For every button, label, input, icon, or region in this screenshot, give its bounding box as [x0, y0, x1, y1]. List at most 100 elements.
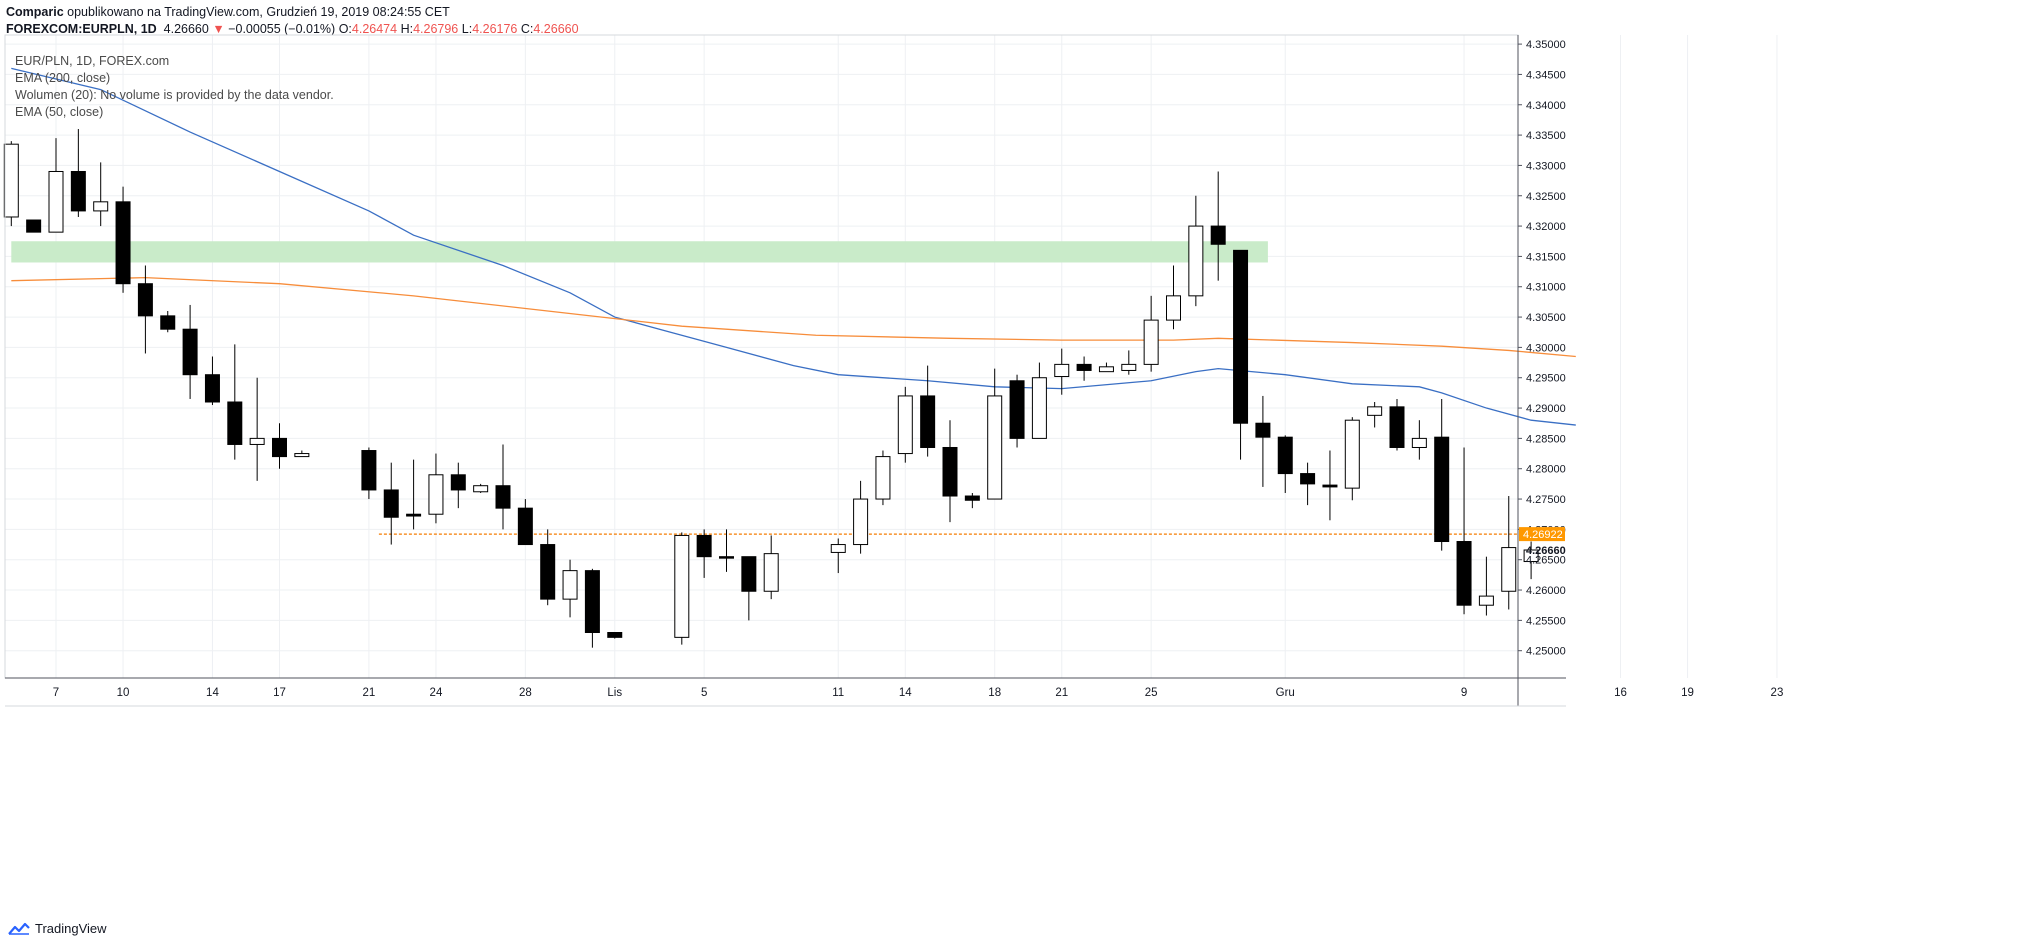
x-tick-label: 19: [1681, 687, 1694, 699]
y-tick-label: 4.29500: [1526, 373, 1566, 385]
legend-ema200[interactable]: EMA (200, close): [15, 71, 111, 85]
candle-body: [1411, 437, 1427, 448]
zone-rect: [11, 241, 1268, 263]
candle[interactable]: [584, 568, 600, 648]
candle[interactable]: [1501, 496, 1517, 610]
candle-body: [48, 170, 64, 233]
candle-body: [137, 283, 153, 317]
candle[interactable]: [3, 141, 19, 227]
candle[interactable]: [1277, 435, 1293, 493]
candle[interactable]: [1076, 356, 1092, 381]
candle[interactable]: [1210, 171, 1226, 281]
candle[interactable]: [875, 450, 891, 506]
candle[interactable]: [249, 377, 265, 481]
candle[interactable]: [830, 538, 846, 574]
candle[interactable]: [93, 162, 109, 227]
candle[interactable]: [517, 499, 533, 546]
candle[interactable]: [428, 453, 444, 524]
candle[interactable]: [1143, 295, 1159, 372]
candle[interactable]: [1188, 195, 1204, 307]
candle[interactable]: [182, 304, 198, 399]
support-resistance-zone: [11, 241, 1268, 263]
candle[interactable]: [1121, 350, 1137, 375]
candle-body: [3, 143, 19, 218]
x-tick-label: 25: [1145, 687, 1158, 699]
candle[interactable]: [26, 219, 42, 233]
candle[interactable]: [1009, 374, 1025, 448]
x-tick-label: 14: [899, 687, 912, 699]
candle[interactable]: [1367, 401, 1383, 428]
close-label: C:: [520, 22, 534, 36]
candle[interactable]: [1478, 556, 1494, 616]
candle-body: [249, 437, 265, 445]
candle[interactable]: [160, 311, 176, 333]
candle[interactable]: [942, 420, 958, 523]
candle[interactable]: [741, 556, 757, 621]
candle[interactable]: [696, 529, 712, 578]
candle-body: [696, 534, 712, 558]
candle[interactable]: [987, 368, 1003, 500]
candle[interactable]: [897, 386, 913, 463]
candle[interactable]: [406, 459, 422, 530]
candle[interactable]: [1233, 249, 1249, 460]
level-price-text: 4.26922: [1523, 529, 1563, 541]
candle[interactable]: [763, 535, 779, 600]
candle-body: [1523, 549, 1539, 563]
candle[interactable]: [1098, 362, 1114, 373]
candle[interactable]: [495, 444, 511, 530]
candle[interactable]: [1344, 417, 1360, 501]
candle[interactable]: [1054, 348, 1070, 395]
candle[interactable]: [137, 265, 153, 354]
y-tick-label: 4.31000: [1526, 282, 1566, 294]
candle[interactable]: [1411, 420, 1427, 460]
candle[interactable]: [272, 423, 287, 469]
candle[interactable]: [853, 480, 869, 554]
legend-symbol[interactable]: EUR/PLN, 1D, FOREX.com: [15, 54, 170, 68]
candle[interactable]: [1523, 541, 1539, 580]
candle[interactable]: [964, 492, 980, 509]
candle[interactable]: [450, 462, 466, 509]
candle-body: [1501, 547, 1517, 592]
author-name[interactable]: Comparic: [6, 5, 64, 19]
level-price-badge: [1519, 527, 1565, 542]
candle[interactable]: [562, 559, 578, 618]
tradingview-brand[interactable]: TradingView: [8, 921, 107, 936]
candle[interactable]: [48, 138, 64, 233]
candle[interactable]: [540, 529, 556, 606]
candle[interactable]: [294, 450, 310, 458]
candle[interactable]: [1166, 265, 1181, 330]
chart-grid: [5, 35, 1778, 678]
x-tick-label: 11: [832, 687, 844, 699]
y-tick-label: 4.27500: [1526, 494, 1566, 506]
price-axis[interactable]: 4.35000 4.34500 4.34000 4.33500 4.33000 4.325…: [1518, 39, 1566, 658]
candle[interactable]: [1389, 398, 1405, 451]
close-value: 4.26660: [533, 22, 579, 36]
candle[interactable]: [607, 632, 623, 639]
candle[interactable]: [1322, 450, 1338, 521]
candle-body: [674, 534, 690, 638]
candlesticks[interactable]: [3, 129, 1539, 648]
candle[interactable]: [473, 483, 489, 493]
candle[interactable]: [1255, 395, 1271, 487]
candle[interactable]: [1434, 398, 1450, 551]
candle-body: [428, 474, 444, 515]
candle[interactable]: [383, 462, 399, 545]
candle-body: [1255, 422, 1271, 438]
candle[interactable]: [1031, 362, 1047, 439]
candle[interactable]: [1300, 462, 1316, 506]
candle[interactable]: [361, 447, 377, 500]
candle-body: [1322, 484, 1338, 488]
candle[interactable]: [70, 129, 86, 217]
legend-ema50[interactable]: EMA (50, close): [15, 105, 104, 119]
candle[interactable]: [920, 365, 936, 457]
candle[interactable]: [1456, 447, 1472, 615]
legend-volume[interactable]: Wolumen (20): No volume is provided by t…: [15, 88, 334, 102]
candle-body: [160, 315, 176, 330]
candle[interactable]: [719, 529, 734, 572]
candle[interactable]: [204, 356, 220, 406]
time-axis[interactable]: 7 10 14 17 21 24 28 Lis 5 11 14 18 21 25 Gru 9 16 19 23: [53, 687, 1784, 699]
candle[interactable]: [674, 532, 690, 645]
candle[interactable]: [115, 186, 131, 293]
candle[interactable]: [227, 344, 243, 460]
